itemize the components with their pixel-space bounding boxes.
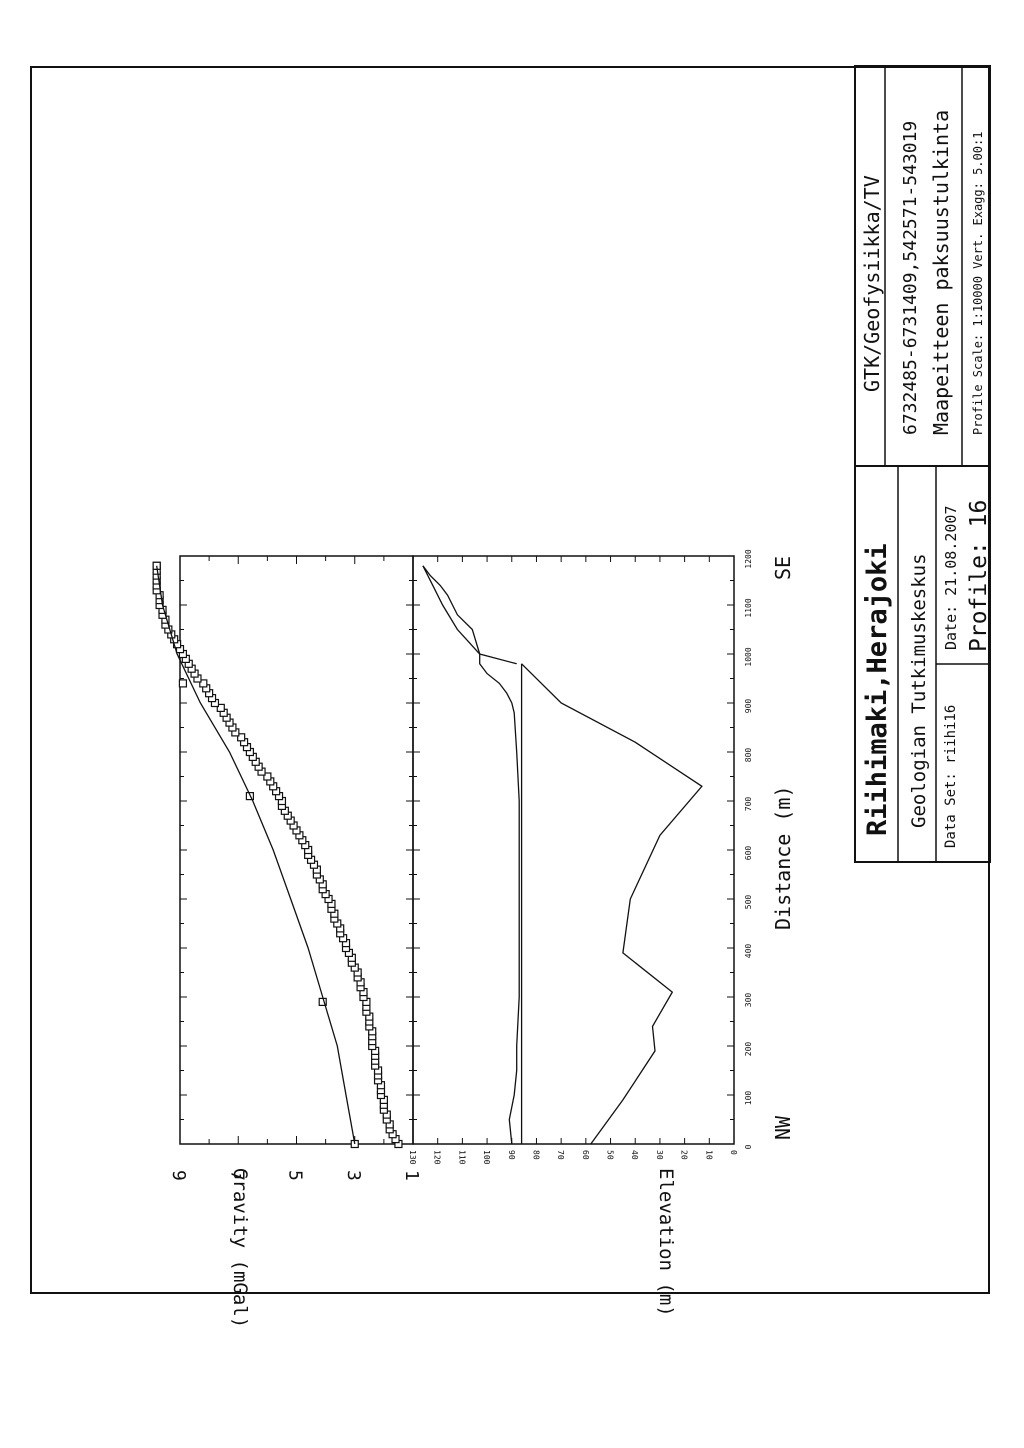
profile-number-text: Profile: 16 [966, 500, 992, 652]
elevation-tick-label: 90 [507, 1150, 516, 1160]
elevation-series-line [422, 565, 517, 665]
distance-tick-label: 200 [744, 1042, 753, 1057]
distance-tick-label: 100 [744, 1091, 753, 1106]
gravity-tick-label: 5 [285, 1170, 306, 1181]
gravity-series-line [156, 565, 356, 1145]
location-title: Riihimaki,Herajoki [862, 543, 893, 836]
distance-tick-label: 900 [744, 699, 753, 714]
tick-labels-layer: 0100200300400500600700800900100011001200… [168, 549, 753, 1181]
coordinates-text: 6732485-6731409,542571-543019 [900, 121, 921, 435]
organization-text: GTK/Geofysiikka/TV [860, 175, 884, 392]
title-block: GTK/Geofysiikka/TV 6732485-6731409,54257… [854, 65, 992, 863]
distance-tick-label: 300 [744, 993, 753, 1008]
elevation-series-line [422, 565, 520, 1145]
gravity-data-point [263, 772, 272, 781]
elevation-axis-label: Elevation (m) [655, 1168, 677, 1317]
elevation-tick-label: 0 [729, 1150, 738, 1155]
distance-tick-label: 600 [744, 846, 753, 861]
elevation-tick-label: 100 [482, 1150, 491, 1165]
scale-text: Profile Scale: 1:10000 Vert. Exagg: 5.00… [971, 132, 985, 435]
distance-tick-label: 700 [744, 797, 753, 812]
distance-tick-label: 400 [744, 944, 753, 959]
gravity-tick-label: 9 [168, 1170, 189, 1181]
institute-text: Geologian Tutkimuskeskus [908, 553, 930, 828]
elevation-tick-label: 10 [704, 1150, 713, 1160]
elevation-tick-label: 80 [531, 1150, 540, 1160]
gravity-data-point [199, 679, 208, 688]
distance-tick-label: 500 [744, 895, 753, 910]
description-text: Maapeitteen paksuustulkinta [929, 110, 953, 435]
distance-tick-label: 800 [744, 748, 753, 763]
ticks-layer [179, 555, 735, 1145]
elevation-tick-label: 40 [630, 1150, 639, 1160]
gravity-axis-label: Gravity (mGal) [229, 1168, 251, 1328]
gravity-series-line [156, 565, 399, 1145]
se-direction-label: SE [771, 556, 795, 580]
elevation-tick-label: 50 [606, 1150, 615, 1160]
elevation-panel [412, 555, 735, 1145]
elevation-tick-label: 70 [556, 1150, 565, 1160]
elevation-tick-label: 130 [408, 1150, 417, 1165]
date-text: Date: 21.08.2007 [942, 506, 960, 651]
distance-tick-label: 1000 [744, 647, 753, 666]
gravity-data-point [178, 679, 188, 688]
distance-tick-label: 1100 [744, 598, 753, 617]
gravity-tick-label: 1 [401, 1170, 422, 1181]
elevation-tick-label: 30 [655, 1150, 664, 1160]
elevation-tick-label: 20 [680, 1150, 689, 1160]
distance-axis-label: Distance (m) [771, 786, 795, 931]
elevation-tick-label: 110 [457, 1150, 466, 1165]
nw-direction-label: NW [771, 1115, 795, 1140]
distance-tick-label: 1200 [744, 549, 753, 568]
distance-tick-label: 0 [744, 1144, 753, 1149]
dataset-text: Data Set: riihi16 [943, 705, 959, 848]
elevation-tick-label: 60 [581, 1150, 590, 1160]
series-layer [152, 561, 703, 1149]
gravity-tick-label: 3 [343, 1170, 364, 1181]
elevation-series-line [521, 663, 703, 1145]
elevation-tick-label: 120 [433, 1150, 442, 1165]
gravity-tick-label: 7 [226, 1170, 247, 1181]
gravity-data-point [216, 703, 225, 713]
gravity-data-point [237, 733, 246, 742]
